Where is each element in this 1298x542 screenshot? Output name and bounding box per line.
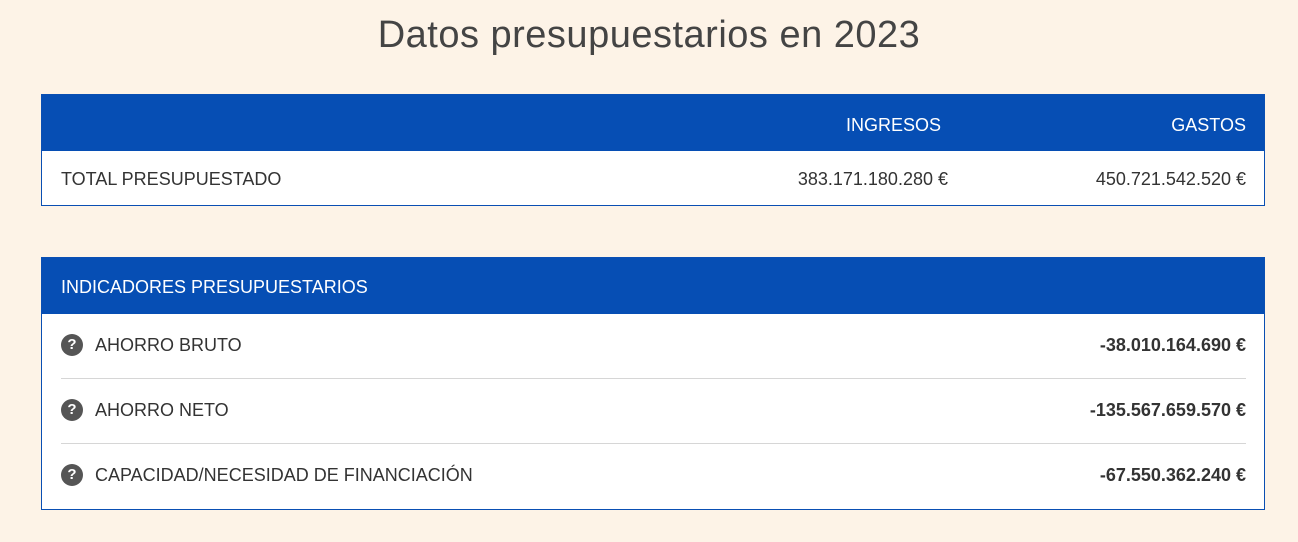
indicator-label: AHORRO NETO bbox=[95, 400, 229, 420]
indicators-table: INDICADORES PRESUPUESTARIOS ? AHORRO BRU… bbox=[41, 257, 1265, 510]
indicator-label: AHORRO BRUTO bbox=[95, 335, 242, 355]
indicator-row-financing-capacity: ? CAPACIDAD/NECESIDAD DE FINANCIACIÓN -6… bbox=[61, 444, 1246, 508]
expenses-column-header: GASTOS bbox=[1171, 115, 1246, 135]
total-income-value: 383.171.180.280 € bbox=[797, 169, 948, 189]
total-budget-label: TOTAL PRESUPUESTADO bbox=[61, 169, 282, 189]
indicator-row-gross-savings: ? AHORRO BRUTO -38.010.164.690 € bbox=[61, 314, 1246, 379]
question-circle-icon[interactable]: ? bbox=[61, 334, 83, 356]
indicator-value: -38.010.164.690 € bbox=[1099, 335, 1246, 355]
indicator-value: -135.567.659.570 € bbox=[1089, 400, 1246, 420]
totals-header: INGRESOS GASTOS bbox=[42, 95, 1264, 151]
indicator-row-net-savings: ? AHORRO NETO -135.567.659.570 € bbox=[61, 379, 1246, 444]
total-expenses-value: 450.721.542.520 € bbox=[1095, 169, 1246, 189]
total-budget-row: TOTAL PRESUPUESTADO 383.171.180.280 € 45… bbox=[42, 151, 1264, 206]
indicators-header: INDICADORES PRESUPUESTARIOS bbox=[42, 258, 1264, 314]
totals-table: INGRESOS GASTOS TOTAL PRESUPUESTADO 383.… bbox=[41, 94, 1265, 206]
indicator-label: CAPACIDAD/NECESIDAD DE FINANCIACIÓN bbox=[95, 465, 473, 485]
question-circle-icon[interactable]: ? bbox=[61, 464, 83, 486]
indicator-value: -67.550.362.240 € bbox=[1099, 465, 1246, 485]
income-column-header: INGRESOS bbox=[845, 115, 941, 135]
question-circle-icon[interactable]: ? bbox=[61, 399, 83, 421]
indicators-title: INDICADORES PRESUPUESTARIOS bbox=[61, 277, 368, 297]
page-title: Datos presupuestarios en 2023 bbox=[377, 14, 921, 56]
